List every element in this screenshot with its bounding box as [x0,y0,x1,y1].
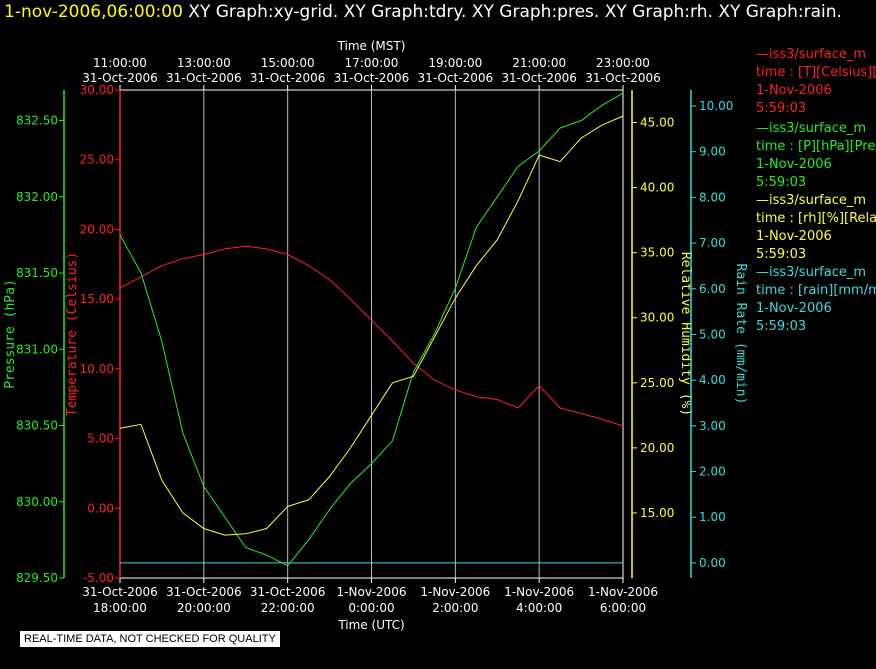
rain-axis-title: Rain Rate (mm/min) [733,264,748,405]
legend-entry-temperature: —iss3/surface_m time : [T][Celsius][T 1-… [756,46,876,118]
legend-time: 5:59:03 [756,319,807,334]
rh-axis-title: Relative Humidity (%) [678,252,693,416]
temperature-tick-label: 30.00 [80,83,114,97]
bottom-tick-label: 0:00:00 [348,601,394,615]
quality-notice: REAL-TIME DATA, NOT CHECKED FOR QUALITY [20,631,280,647]
legend-date: 1-Nov-2006 [756,83,832,98]
bottom-tick-label: 31-Oct-2006 [82,585,158,599]
top-tick-label: 31-Oct-2006 [334,71,410,85]
top-tick-label: 23:00:00 [596,56,650,70]
bottom-tick-label: 1-Nov-2006 [420,585,490,599]
legend-series-name: —iss3/surface_m [756,121,867,136]
pressure-tick-label: 829.50 [16,571,58,585]
pressure-tick-label: 830.50 [16,419,58,433]
top-tick-label: 21:00:00 [512,56,566,70]
graph-link-tdry[interactable]: XY Graph:tdry. [343,2,467,22]
top-tick-label: 31-Oct-2006 [501,71,577,85]
top-tick-label: 11:00:00 [93,56,147,70]
pressure-tick-label: 832.00 [16,190,58,204]
top-tick-label: 13:00:00 [177,56,231,70]
rain-tick-label: 8.00 [699,190,726,204]
legend-entry-rh: —iss3/surface_m time : [rh][%][Relativ 1… [756,192,876,264]
temperature-axis-title: Temperature (Celsius) [65,252,80,416]
temperature-tick-label: -5.00 [83,571,114,585]
bottom-tick-label: 1-Nov-2006 [588,585,658,599]
legend-series-desc: time : [T][Celsius][T [756,65,876,80]
bottom-tick-label: 18:00:00 [93,601,147,615]
legend-date: 1-Nov-2006 [756,301,832,316]
temperature-tick-label: 5.00 [87,432,114,446]
pressure-tick-label: 831.00 [16,342,58,356]
top-tick-label: 15:00:00 [261,56,315,70]
top-tick-label: 31-Oct-2006 [418,71,494,85]
rh-tick-label: 15.00 [640,506,674,520]
rh-tick-label: 45.00 [640,116,674,130]
temperature-tick-label: 25.00 [80,153,114,167]
top-tick-label: 31-Oct-2006 [166,71,242,85]
bottom-tick-label: 6:00:00 [600,601,646,615]
legend-entry-pressure: —iss3/surface_m time : [P][hPa][Pres 1-N… [756,120,876,192]
bottom-tick-label: 4:00:00 [516,601,562,615]
legend-series-desc: time : [rain][mm/min [756,283,876,298]
series-line-temperature [119,245,624,427]
temperature-tick-label: 10.00 [80,362,114,376]
graph-link-pres[interactable]: XY Graph:pres. [471,2,600,22]
title-bar: 1-nov-2006,06:00:00 XY Graph:xy-grid. XY… [4,2,842,22]
bottom-tick-label: 2:00:00 [432,601,478,615]
title-datetime: 1-nov-2006,06:00:00 [4,2,183,22]
temperature-tick-label: 20.00 [80,222,114,236]
legend-date: 1-Nov-2006 [756,157,832,172]
rain-tick-label: 3.00 [699,419,726,433]
rh-tick-label: 40.00 [640,181,674,195]
top-tick-label: 17:00:00 [345,56,399,70]
pressure-tick-label: 832.50 [16,114,58,128]
pressure-axis-title: Pressure (hPa) [3,279,18,389]
rh-tick-label: 25.00 [640,376,674,390]
rain-tick-label: 5.00 [699,327,726,341]
bottom-axis-title: Time (UTC) [337,618,404,632]
bottom-tick-label: 20:00:00 [177,601,231,615]
graph-link-rh[interactable]: XY Graph:rh. [604,2,713,22]
rain-tick-label: 0.00 [699,556,726,570]
top-tick-label: 31-Oct-2006 [82,71,158,85]
graph-link-xy-grid[interactable]: XY Graph:xy-grid. [188,2,339,22]
bottom-tick-label: 1-Nov-2006 [337,585,407,599]
pressure-tick-label: 831.50 [16,266,58,280]
rain-tick-label: 2.00 [699,465,726,479]
legend-time: 5:59:03 [756,175,807,190]
rain-tick-label: 9.00 [699,145,726,159]
legend-series-desc: time : [rh][%][Relativ [756,211,876,226]
bottom-tick-label: 31-Oct-2006 [166,585,242,599]
rain-tick-label: 10.00 [699,99,733,113]
legend-date: 1-Nov-2006 [756,229,832,244]
rain-tick-label: 6.00 [699,282,726,296]
legend-series-name: —iss3/surface_m [756,265,867,280]
legend-series-name: —iss3/surface_m [756,193,867,208]
top-tick-label: 31-Oct-2006 [585,71,661,85]
series-line-rh [119,115,624,536]
top-tick-label: 31-Oct-2006 [250,71,326,85]
pressure-tick-label: 830.00 [16,495,58,509]
top-tick-label: 19:00:00 [428,56,482,70]
legend-entry-rain: —iss3/surface_m time : [rain][mm/min 1-N… [756,264,876,336]
rh-tick-label: 35.00 [640,246,674,260]
bottom-tick-label: 31-Oct-2006 [250,585,326,599]
bottom-tick-label: 1-Nov-2006 [504,585,574,599]
legend-time: 5:59:03 [756,247,807,262]
series-line-pressure [119,92,624,567]
legend-series-desc: time : [P][hPa][Pres [756,139,876,154]
legend-time: 5:59:03 [756,101,807,116]
temperature-tick-label: 0.00 [87,501,114,515]
legend-series-name: —iss3/surface_m [756,47,867,62]
rh-tick-label: 20.00 [640,441,674,455]
graph-link-rain[interactable]: XY Graph:rain. [718,2,842,22]
rain-tick-label: 7.00 [699,236,726,250]
rain-tick-label: 4.00 [699,373,726,387]
rh-tick-label: 30.00 [640,311,674,325]
rain-tick-label: 1.00 [699,510,726,524]
temperature-tick-label: 15.00 [80,292,114,306]
top-axis-title: Time (MST) [337,39,406,53]
bottom-tick-label: 22:00:00 [261,601,315,615]
